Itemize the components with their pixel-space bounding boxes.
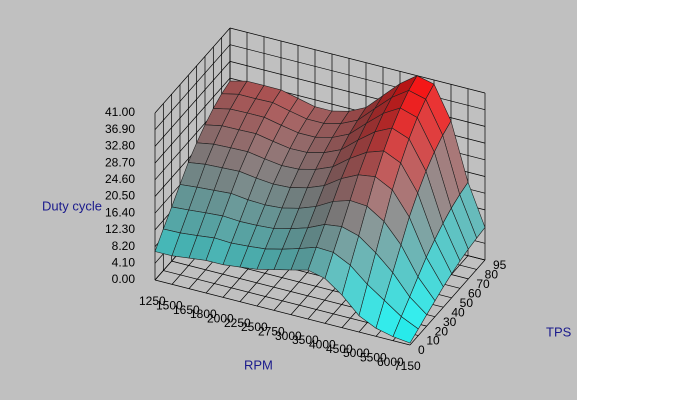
labels: 0.00 4.10 8.20 12.30 16.40 20.50 24.60 28.70 32.… bbox=[105, 105, 507, 373]
z-axis-title: Duty cycle bbox=[42, 198, 102, 213]
x-tick-label: 3000 bbox=[275, 329, 302, 343]
back-wall-grid-line bbox=[229, 27, 486, 94]
z-tick-label: 36.90 bbox=[105, 122, 135, 136]
y-tick-label: 0 bbox=[418, 343, 425, 357]
x-tick-label: 2750 bbox=[258, 325, 285, 339]
y-tick-label: 40 bbox=[451, 305, 465, 319]
z-tick-label: 28.70 bbox=[105, 155, 135, 169]
x-tick-label: 2250 bbox=[224, 316, 251, 330]
z-tick-label: 0.00 bbox=[112, 272, 136, 286]
z-tick-label: 20.50 bbox=[105, 189, 135, 203]
x-tick-label: 4000 bbox=[309, 338, 336, 352]
x-tick-label: 7150 bbox=[394, 359, 421, 373]
x-tick-label: 2500 bbox=[241, 320, 268, 334]
x-tick-label: 1250 bbox=[139, 294, 166, 308]
z-tick-label: 16.40 bbox=[105, 205, 135, 219]
z-tick-label: 32.80 bbox=[105, 139, 135, 153]
y-tick-label: 60 bbox=[468, 287, 482, 301]
left-wall-grid-line bbox=[154, 61, 231, 147]
y-axis-title: TPS bbox=[546, 324, 572, 339]
x-axis-title: RPM bbox=[244, 357, 273, 372]
x-tick-label: 1500 bbox=[156, 299, 183, 313]
floor-grid-line bbox=[409, 259, 486, 346]
floor-grid-line bbox=[154, 279, 411, 346]
y-tick-label: 50 bbox=[460, 296, 474, 310]
y-tick-label: 95 bbox=[493, 258, 507, 272]
left-wall-grid-line bbox=[154, 44, 231, 130]
x-tick-label: 1650 bbox=[173, 303, 200, 317]
x-tick-label: 6000 bbox=[377, 355, 404, 369]
x-tick-label: 1800 bbox=[190, 307, 217, 321]
left-wall-grid-line bbox=[154, 27, 231, 114]
x-tick-label: 3500 bbox=[292, 333, 319, 347]
back-wall-grid-line bbox=[229, 44, 486, 111]
surface-cell bbox=[392, 316, 419, 344]
x-tick-label: 2000 bbox=[207, 312, 234, 326]
z-tick-label: 8.20 bbox=[112, 239, 136, 253]
y-tick-label: 30 bbox=[443, 315, 457, 329]
surface bbox=[154, 75, 486, 344]
z-tick-label: 12.30 bbox=[105, 222, 135, 236]
z-tick-label: 24.60 bbox=[105, 172, 135, 186]
y-tick-label: 70 bbox=[476, 277, 490, 291]
z-tick-label: 41.00 bbox=[105, 105, 135, 119]
x-tick-label: 5500 bbox=[360, 351, 387, 365]
x-tick-label: 4500 bbox=[326, 342, 353, 356]
z-tick-label: 4.10 bbox=[112, 255, 136, 269]
y-tick-label: 80 bbox=[485, 268, 499, 282]
y-tick-label: 20 bbox=[435, 324, 449, 338]
y-tick-label: 10 bbox=[426, 334, 440, 348]
x-tick-label: 5000 bbox=[343, 346, 370, 360]
left-wall-grid-line bbox=[154, 77, 231, 164]
